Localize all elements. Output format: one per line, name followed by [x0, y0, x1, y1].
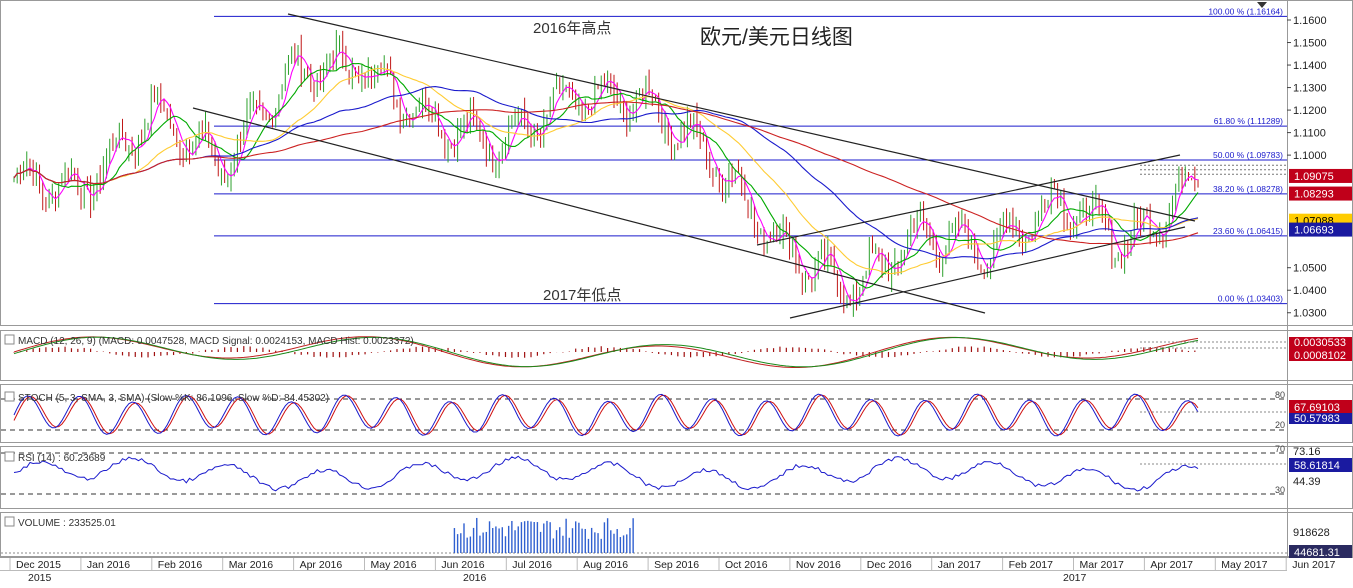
macd-label-text: MACD (12, 26, 9) (MACD: 0.0047528, MACD …: [18, 336, 414, 347]
rsi-tick-low: 44.39: [1293, 476, 1321, 488]
rsi-line: [13, 455, 1199, 492]
x-month-label: Apr 2017: [1150, 559, 1193, 571]
moving-average-line: [13, 101, 1199, 245]
svg-text:67.69103: 67.69103: [1294, 402, 1340, 414]
y-tick-label: 1.0500: [1293, 263, 1327, 275]
x-axis: Dec 2015 Jan 2016 Feb 2016 Mar 2016 Apr 2016…: [0, 557, 1353, 584]
trend-line: [756, 154, 1181, 246]
stoch-badge-1: 67.69103: [1289, 400, 1352, 414]
trend-line: [192, 107, 986, 314]
y-tick-label: 1.0300: [1293, 308, 1327, 320]
stoch-level-80: 80: [1275, 390, 1285, 400]
x-month-label: May 2016: [371, 559, 417, 571]
x-year-label: 2016: [463, 572, 487, 583]
fib-level-label: 0.00 % (1.03403): [1218, 294, 1283, 304]
annotation-2016-high: 2016年高点: [533, 20, 611, 37]
x-month-label: Nov 2016: [796, 559, 841, 571]
x-month-label: May 2017: [1221, 559, 1267, 571]
moving-average-line: [13, 86, 1199, 260]
macd-badge-1: 0.0030533: [1289, 337, 1352, 349]
price-panel: 1.1600 1.1500 1.1400 1.1300 1.1200 1.1100 1.10…: [13, 6, 1352, 320]
stoch-d-line: [13, 394, 1199, 436]
x-month-label: Jun 2016: [441, 559, 484, 571]
y-tick-label: 1.0400: [1293, 285, 1327, 297]
fib-level-label: 50.00 % (1.09783): [1213, 150, 1283, 160]
fib-level-label: 38.20 % (1.08278): [1213, 184, 1283, 194]
x-month-label: Aug 2016: [583, 559, 628, 571]
x-month-label: Feb 2016: [158, 559, 203, 571]
stoch-badge-2: 50.57983: [1289, 413, 1352, 425]
rsi-label-text: RSI (14) : 60.23689: [18, 453, 106, 464]
annotation-2017-low: 2017年低点: [543, 287, 621, 304]
x-month-label: Jun 2017: [1292, 559, 1335, 571]
rsi-badge: 58.61814: [1289, 458, 1352, 472]
x-month-label: Mar 2017: [1080, 559, 1125, 571]
macd-panel: [13, 336, 1287, 368]
x-month-label: Dec 2015: [16, 559, 61, 571]
volume-panel: [1, 517, 1287, 554]
moving-average-line: [13, 51, 1199, 302]
svg-text:50.57983: 50.57983: [1294, 413, 1340, 425]
price-badge: 1.09075: [1289, 168, 1352, 183]
svg-text:44681.31: 44681.31: [1294, 547, 1340, 559]
x-month-label: Apr 2016: [300, 559, 343, 571]
scroll-marker-icon[interactable]: [1257, 2, 1267, 8]
x-month-label: Jan 2017: [938, 559, 981, 571]
x-year-label: 2017: [1063, 572, 1087, 583]
x-month-label: Jan 2016: [87, 559, 130, 571]
fib-level-label: 100.00 % (1.16164): [1208, 6, 1283, 16]
stoch-label-text: STOCH (5, 3, SMA, 3, SMA) (Slow %K: 86.1…: [18, 393, 329, 404]
trend-line: [287, 13, 1196, 222]
y-tick-label: 1.1400: [1293, 60, 1327, 72]
fib-level-label: 23.60 % (1.06415): [1213, 226, 1283, 236]
y-tick-label: 1.1200: [1293, 105, 1327, 117]
svg-text:0.0030533: 0.0030533: [1294, 337, 1346, 349]
x-month-label: Sep 2016: [654, 559, 699, 571]
price-badge: 1.06693: [1289, 222, 1352, 237]
y-tick-label: 1.1300: [1293, 83, 1327, 95]
svg-text:1.09075: 1.09075: [1294, 171, 1334, 183]
stoch-level-20: 20: [1275, 420, 1285, 430]
rsi-panel: [1, 452, 1287, 495]
moving-average-line: [13, 62, 1199, 289]
rsi-level-70: 70: [1275, 444, 1285, 454]
y-tick-label: 1.1000: [1293, 150, 1327, 162]
macd-badge-2: 0.0008102: [1289, 348, 1352, 362]
y-tick-label: 1.1500: [1293, 38, 1327, 50]
x-month-label: Jul 2016: [512, 559, 552, 571]
macd-label: MACD (12, 26, 9) (MACD: 0.0047528, MACD …: [4, 334, 414, 347]
macd-signal-line: [13, 336, 1199, 368]
rsi-tick-high: 73.16: [1293, 446, 1321, 458]
trend-line: [789, 226, 1186, 319]
svg-text:0.0008102: 0.0008102: [1294, 350, 1346, 362]
chart-title: 欧元/美元日线图: [700, 26, 853, 49]
volume-tick: 918628: [1293, 527, 1330, 539]
y-tick-label: 1.1600: [1293, 15, 1327, 27]
volume-label: VOLUME : 233525.01: [4, 516, 116, 529]
rsi-level-30: 30: [1275, 485, 1285, 495]
stoch-label: STOCH (5, 3, SMA, 3, SMA) (Slow %K: 86.1…: [4, 391, 329, 404]
stoch-k-line: [13, 393, 1199, 437]
moving-average-line: [13, 67, 1199, 275]
fib-level-label: 61.80 % (1.11289): [1214, 116, 1283, 126]
price-badge: 1.08293: [1289, 186, 1352, 201]
volume-label-text: VOLUME : 233525.01: [18, 518, 116, 529]
x-month-label: Dec 2016: [867, 559, 912, 571]
svg-text:1.06693: 1.06693: [1294, 225, 1334, 237]
x-month-label: Feb 2017: [1009, 559, 1054, 571]
rsi-label: RSI (14) : 60.23689: [4, 451, 106, 464]
x-year-label: 2015: [28, 572, 52, 583]
x-month-label: Mar 2016: [229, 559, 274, 571]
svg-text:1.08293: 1.08293: [1294, 189, 1334, 201]
x-month-label: Oct 2016: [725, 559, 768, 571]
stoch-panel: [1, 393, 1287, 437]
svg-text:58.61814: 58.61814: [1294, 460, 1340, 472]
volume-badge: 44681.31: [1289, 545, 1352, 559]
y-tick-label: 1.1100: [1293, 128, 1326, 140]
